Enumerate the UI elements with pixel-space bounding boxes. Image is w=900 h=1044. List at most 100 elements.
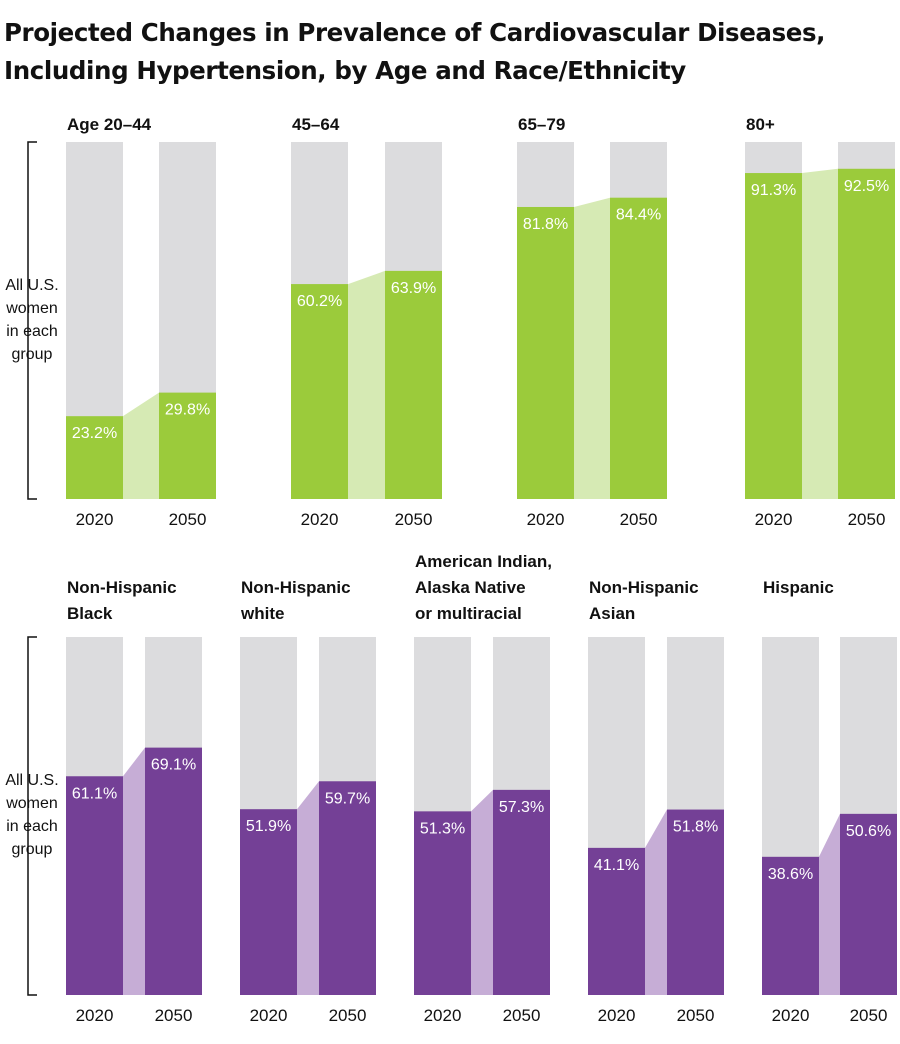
bar-2020 (414, 811, 471, 995)
year-label-2020: 2020 (772, 1006, 810, 1025)
change-connector (802, 168, 838, 499)
group-label: Non-Hispanic Asian (589, 578, 699, 623)
change-connector (819, 813, 840, 995)
age-group: 81.8% 2020 84.4% 2050 65–79 (517, 115, 667, 529)
year-label-2050: 2050 (850, 1006, 888, 1025)
data-label-2020: 61.1% (72, 785, 117, 802)
bar-2020 (745, 173, 802, 499)
group-label-line: American Indian, (415, 552, 552, 571)
data-label-2020: 91.3% (751, 182, 796, 199)
group-label: American Indian, Alaska Native or multirac… (415, 552, 552, 623)
data-label-2050: 57.3% (499, 799, 544, 816)
y-axis-label-line: in each (6, 818, 58, 835)
group-label: Hispanic (763, 578, 834, 597)
data-label-2050: 29.8% (165, 402, 210, 419)
year-label-2020: 2020 (424, 1006, 462, 1025)
change-connector (123, 747, 145, 995)
group-label: Non-Hispanic Black (67, 578, 177, 623)
y-axis-label: All U.S. women in each group (5, 772, 58, 858)
group-label-line: Asian (589, 604, 635, 623)
data-label-2050: 84.4% (616, 207, 661, 224)
y-axis-label: All U.S. women in each group (5, 277, 58, 363)
group-label-line: 65–79 (518, 115, 565, 134)
y-axis-label-line: All U.S. (5, 277, 58, 294)
data-label-2050: 63.9% (391, 280, 436, 297)
bar-2050 (159, 392, 216, 499)
y-axis-bracket (27, 141, 37, 500)
data-label-2020: 51.3% (420, 820, 465, 837)
group-label-line: 45–64 (292, 115, 340, 134)
group-label-line: Age 20–44 (67, 115, 152, 134)
bar-2020 (66, 416, 123, 499)
race-group: 51.3% 2020 57.3% 2050 American Indian, Alaska… (414, 552, 552, 1025)
bar-2020 (588, 847, 645, 995)
bar-2050 (840, 813, 897, 995)
age-chart: All U.S. women in each group23.2%202029.8%2… (5, 115, 895, 529)
y-axis-label-line: group (12, 841, 53, 858)
chart-title-line-1: Projected Changes in Prevalence of Cardi… (4, 18, 826, 47)
bar-2020 (517, 206, 574, 499)
data-label-2050: 69.1% (151, 757, 196, 774)
year-label-2020: 2020 (598, 1006, 636, 1025)
data-label-2050: 50.6% (846, 823, 891, 840)
race-group: 61.1% 2020 69.1% 2050 Non-Hispanic Black (66, 578, 202, 1025)
group-label-line: Non-Hispanic (241, 578, 351, 597)
data-label-2020: 41.1% (594, 857, 639, 874)
chart-title: Projected Changes in Prevalence of Cardi… (4, 14, 896, 90)
data-label-2020: 60.2% (297, 293, 342, 310)
y-axis-label-line: women (5, 300, 58, 317)
race-group: 51.9% 2020 59.7% 2050 Non-Hispanic white (240, 578, 376, 1025)
age-group: 60.2% 2020 63.9% 2050 45–64 (291, 115, 442, 529)
group-label-line: Non-Hispanic (67, 578, 177, 597)
bar-2050 (667, 809, 724, 995)
race-group: 38.6% 2020 50.6% 2050 Hispanic (762, 578, 897, 1025)
group-label-line: or multiracial (415, 604, 522, 623)
change-connector (471, 789, 493, 995)
group-label-line: 80+ (746, 115, 775, 134)
age-group: 23.2% 2020 29.8% 2050 Age 20–44 (66, 115, 216, 529)
change-connector (574, 197, 610, 499)
bar-2050 (385, 270, 442, 499)
group-label-line: white (240, 604, 284, 623)
chart-title-line-2: Including Hypertension, by Age and Race/… (4, 56, 686, 85)
year-label-2050: 2050 (620, 510, 658, 529)
race-group: 41.1% 2020 51.8% 2050 Non-Hispanic Asian (588, 578, 724, 1025)
bar-2020 (291, 284, 348, 499)
year-label-2020: 2020 (76, 1006, 114, 1025)
group-label-line: Alaska Native (415, 578, 526, 597)
bar-2050 (319, 781, 376, 995)
y-axis-label-line: group (12, 346, 53, 363)
change-connector (123, 392, 159, 499)
y-axis-label-line: women (5, 795, 58, 812)
year-label-2050: 2050 (848, 510, 886, 529)
data-label-2020: 38.6% (768, 866, 813, 883)
year-label-2020: 2020 (755, 510, 793, 529)
bar-2050 (145, 747, 202, 995)
y-axis-label-line: in each (6, 323, 58, 340)
year-label-2050: 2050 (169, 510, 207, 529)
data-label-2020: 51.9% (246, 818, 291, 835)
group-label: 80+ (746, 115, 775, 134)
data-label-2020: 23.2% (72, 425, 117, 442)
year-label-2050: 2050 (503, 1006, 541, 1025)
bar-2020 (240, 809, 297, 995)
group-label: 65–79 (518, 115, 565, 134)
bar-2050 (838, 168, 895, 499)
change-connector (297, 781, 319, 995)
race-chart: All U.S. women in each group 61.1% 2020 69.1% 2… (5, 552, 897, 1025)
group-label-line: Hispanic (763, 578, 834, 597)
bar-2020 (66, 776, 123, 995)
data-label-2020: 81.8% (523, 216, 568, 233)
change-connector (348, 270, 385, 499)
group-label: Non-Hispanic white (240, 578, 351, 623)
y-axis-bracket (27, 636, 37, 996)
year-label-2050: 2050 (155, 1006, 193, 1025)
y-axis-label-line: All U.S. (5, 772, 58, 789)
bar-2050 (610, 197, 667, 499)
year-label-2050: 2050 (395, 510, 433, 529)
group-label-line: Black (67, 604, 113, 623)
change-connector (645, 809, 667, 995)
year-label-2020: 2020 (76, 510, 114, 529)
data-label-2050: 92.5% (844, 178, 889, 195)
